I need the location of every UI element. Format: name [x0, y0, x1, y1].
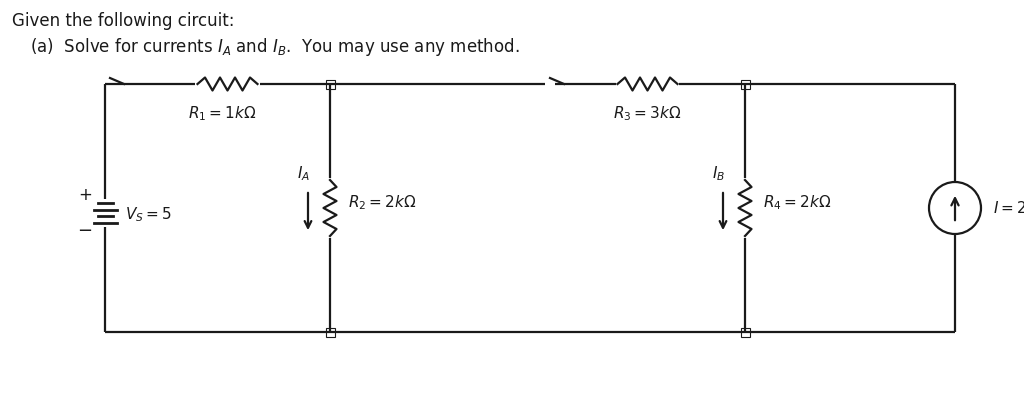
Text: $V_S = 5$: $V_S = 5$ [125, 206, 172, 224]
Text: $R_3 = 3k\Omega$: $R_3 = 3k\Omega$ [613, 104, 682, 123]
Text: $R_4 = 2k\Omega$: $R_4 = 2k\Omega$ [763, 193, 831, 212]
Text: (a)  Solve for currents $I_A$ and $I_B$.  You may use any method.: (a) Solve for currents $I_A$ and $I_B$. … [30, 36, 519, 58]
Text: $I = 2mA$: $I = 2mA$ [993, 200, 1024, 216]
Text: Given the following circuit:: Given the following circuit: [12, 12, 234, 30]
Text: −: − [78, 222, 92, 240]
Text: $R_2 = 2k\Omega$: $R_2 = 2k\Omega$ [348, 193, 416, 212]
Text: $I_A$: $I_A$ [298, 164, 310, 183]
Text: +: + [78, 186, 92, 204]
Text: $I_B$: $I_B$ [713, 164, 726, 183]
Text: $R_1 = 1k\Omega$: $R_1 = 1k\Omega$ [188, 104, 257, 123]
